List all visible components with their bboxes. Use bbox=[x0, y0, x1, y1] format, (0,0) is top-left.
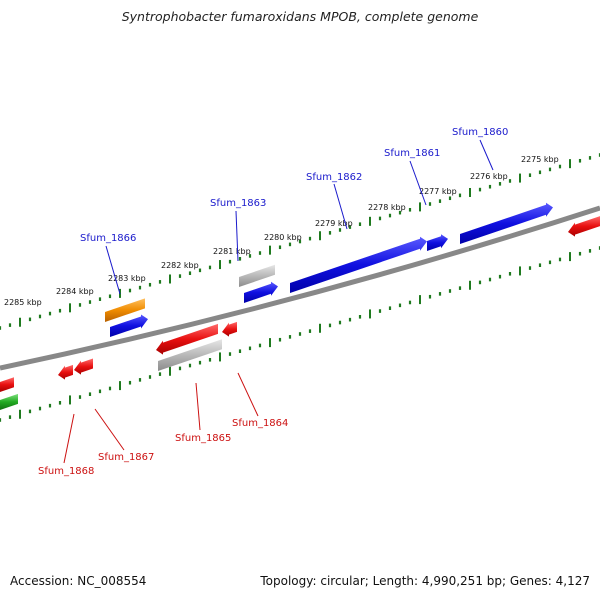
gene-feature-blue[interactable] bbox=[427, 234, 448, 251]
scale-label: 2277 kbp bbox=[419, 187, 457, 196]
gene-feature-blue[interactable] bbox=[290, 236, 427, 293]
leader-line bbox=[94, 408, 125, 451]
gene-feature-green[interactable] bbox=[0, 393, 18, 410]
gene-feature-blue[interactable] bbox=[110, 314, 148, 338]
scale-label: 2276 kbp bbox=[470, 172, 508, 181]
gene-feature-red[interactable] bbox=[568, 216, 600, 237]
gene-feature-red[interactable] bbox=[156, 323, 218, 355]
gene-label-forward[interactable]: Sfum_1862 bbox=[306, 172, 362, 183]
gene-label-forward[interactable]: Sfum_1866 bbox=[80, 233, 136, 244]
scale-label: 2279 kbp bbox=[315, 219, 353, 228]
gene-label-reverse[interactable]: Sfum_1865 bbox=[175, 433, 231, 444]
leader-line bbox=[409, 160, 427, 206]
scale-label: 2284 kbp bbox=[56, 287, 94, 296]
leader-line bbox=[333, 183, 348, 230]
scale-label: 2278 kbp bbox=[368, 203, 406, 212]
gene-feature-gray[interactable] bbox=[239, 264, 275, 287]
gene-label-reverse[interactable]: Sfum_1864 bbox=[232, 418, 288, 429]
scale-labels: 2275 kbp 2276 kbp 2277 kbp 2278 kbp 2279 kbp… bbox=[4, 155, 559, 307]
gene-labels: Sfum_1860 Sfum_1861 Sfum_1862 Sfum_1863 Sfum… bbox=[38, 127, 508, 477]
position-tick-tracks bbox=[0, 153, 600, 422]
gene-label-forward[interactable]: Sfum_1861 bbox=[384, 148, 440, 159]
gene-feature-blue[interactable] bbox=[244, 281, 278, 303]
leader-line bbox=[235, 210, 239, 262]
scale-label: 2281 kbp bbox=[213, 247, 251, 256]
gene-feature-red[interactable] bbox=[58, 364, 73, 380]
gene-features bbox=[0, 202, 600, 410]
leader-line bbox=[479, 139, 494, 171]
gene-label-forward[interactable]: Sfum_1860 bbox=[452, 127, 508, 138]
scale-label: 2285 kbp bbox=[4, 298, 42, 307]
leader-line bbox=[63, 413, 75, 464]
scale-label: 2283 kbp bbox=[108, 274, 146, 283]
inner-tick-track bbox=[0, 246, 600, 422]
scale-label: 2280 kbp bbox=[264, 233, 302, 242]
gene-feature-red[interactable] bbox=[222, 321, 237, 337]
genome-summary-text: Topology: circular; Length: 4,990,251 bp… bbox=[260, 574, 590, 588]
genome-backbone bbox=[0, 205, 600, 371]
map-title: Syntrophobacter fumaroxidans MPOB, compl… bbox=[121, 9, 479, 24]
gene-feature-blue[interactable] bbox=[460, 202, 553, 244]
leader-line bbox=[195, 382, 201, 431]
gene-label-reverse[interactable]: Sfum_1868 bbox=[38, 466, 94, 477]
gene-leader-lines bbox=[63, 139, 494, 464]
leader-line bbox=[237, 372, 259, 417]
outer-tick-track bbox=[0, 153, 600, 330]
accession-text: Accession: NC_008554 bbox=[10, 574, 147, 588]
scale-label: 2275 kbp bbox=[521, 155, 559, 164]
scale-label: 2282 kbp bbox=[161, 261, 199, 270]
gene-label-reverse[interactable]: Sfum_1867 bbox=[98, 452, 154, 463]
gene-feature-orange[interactable] bbox=[105, 298, 145, 322]
gene-feature-red[interactable] bbox=[0, 377, 14, 392]
leader-line bbox=[105, 245, 121, 295]
gene-label-forward[interactable]: Sfum_1863 bbox=[210, 198, 266, 209]
gene-feature-gray[interactable] bbox=[158, 339, 222, 371]
gene-feature-red[interactable] bbox=[74, 358, 93, 375]
